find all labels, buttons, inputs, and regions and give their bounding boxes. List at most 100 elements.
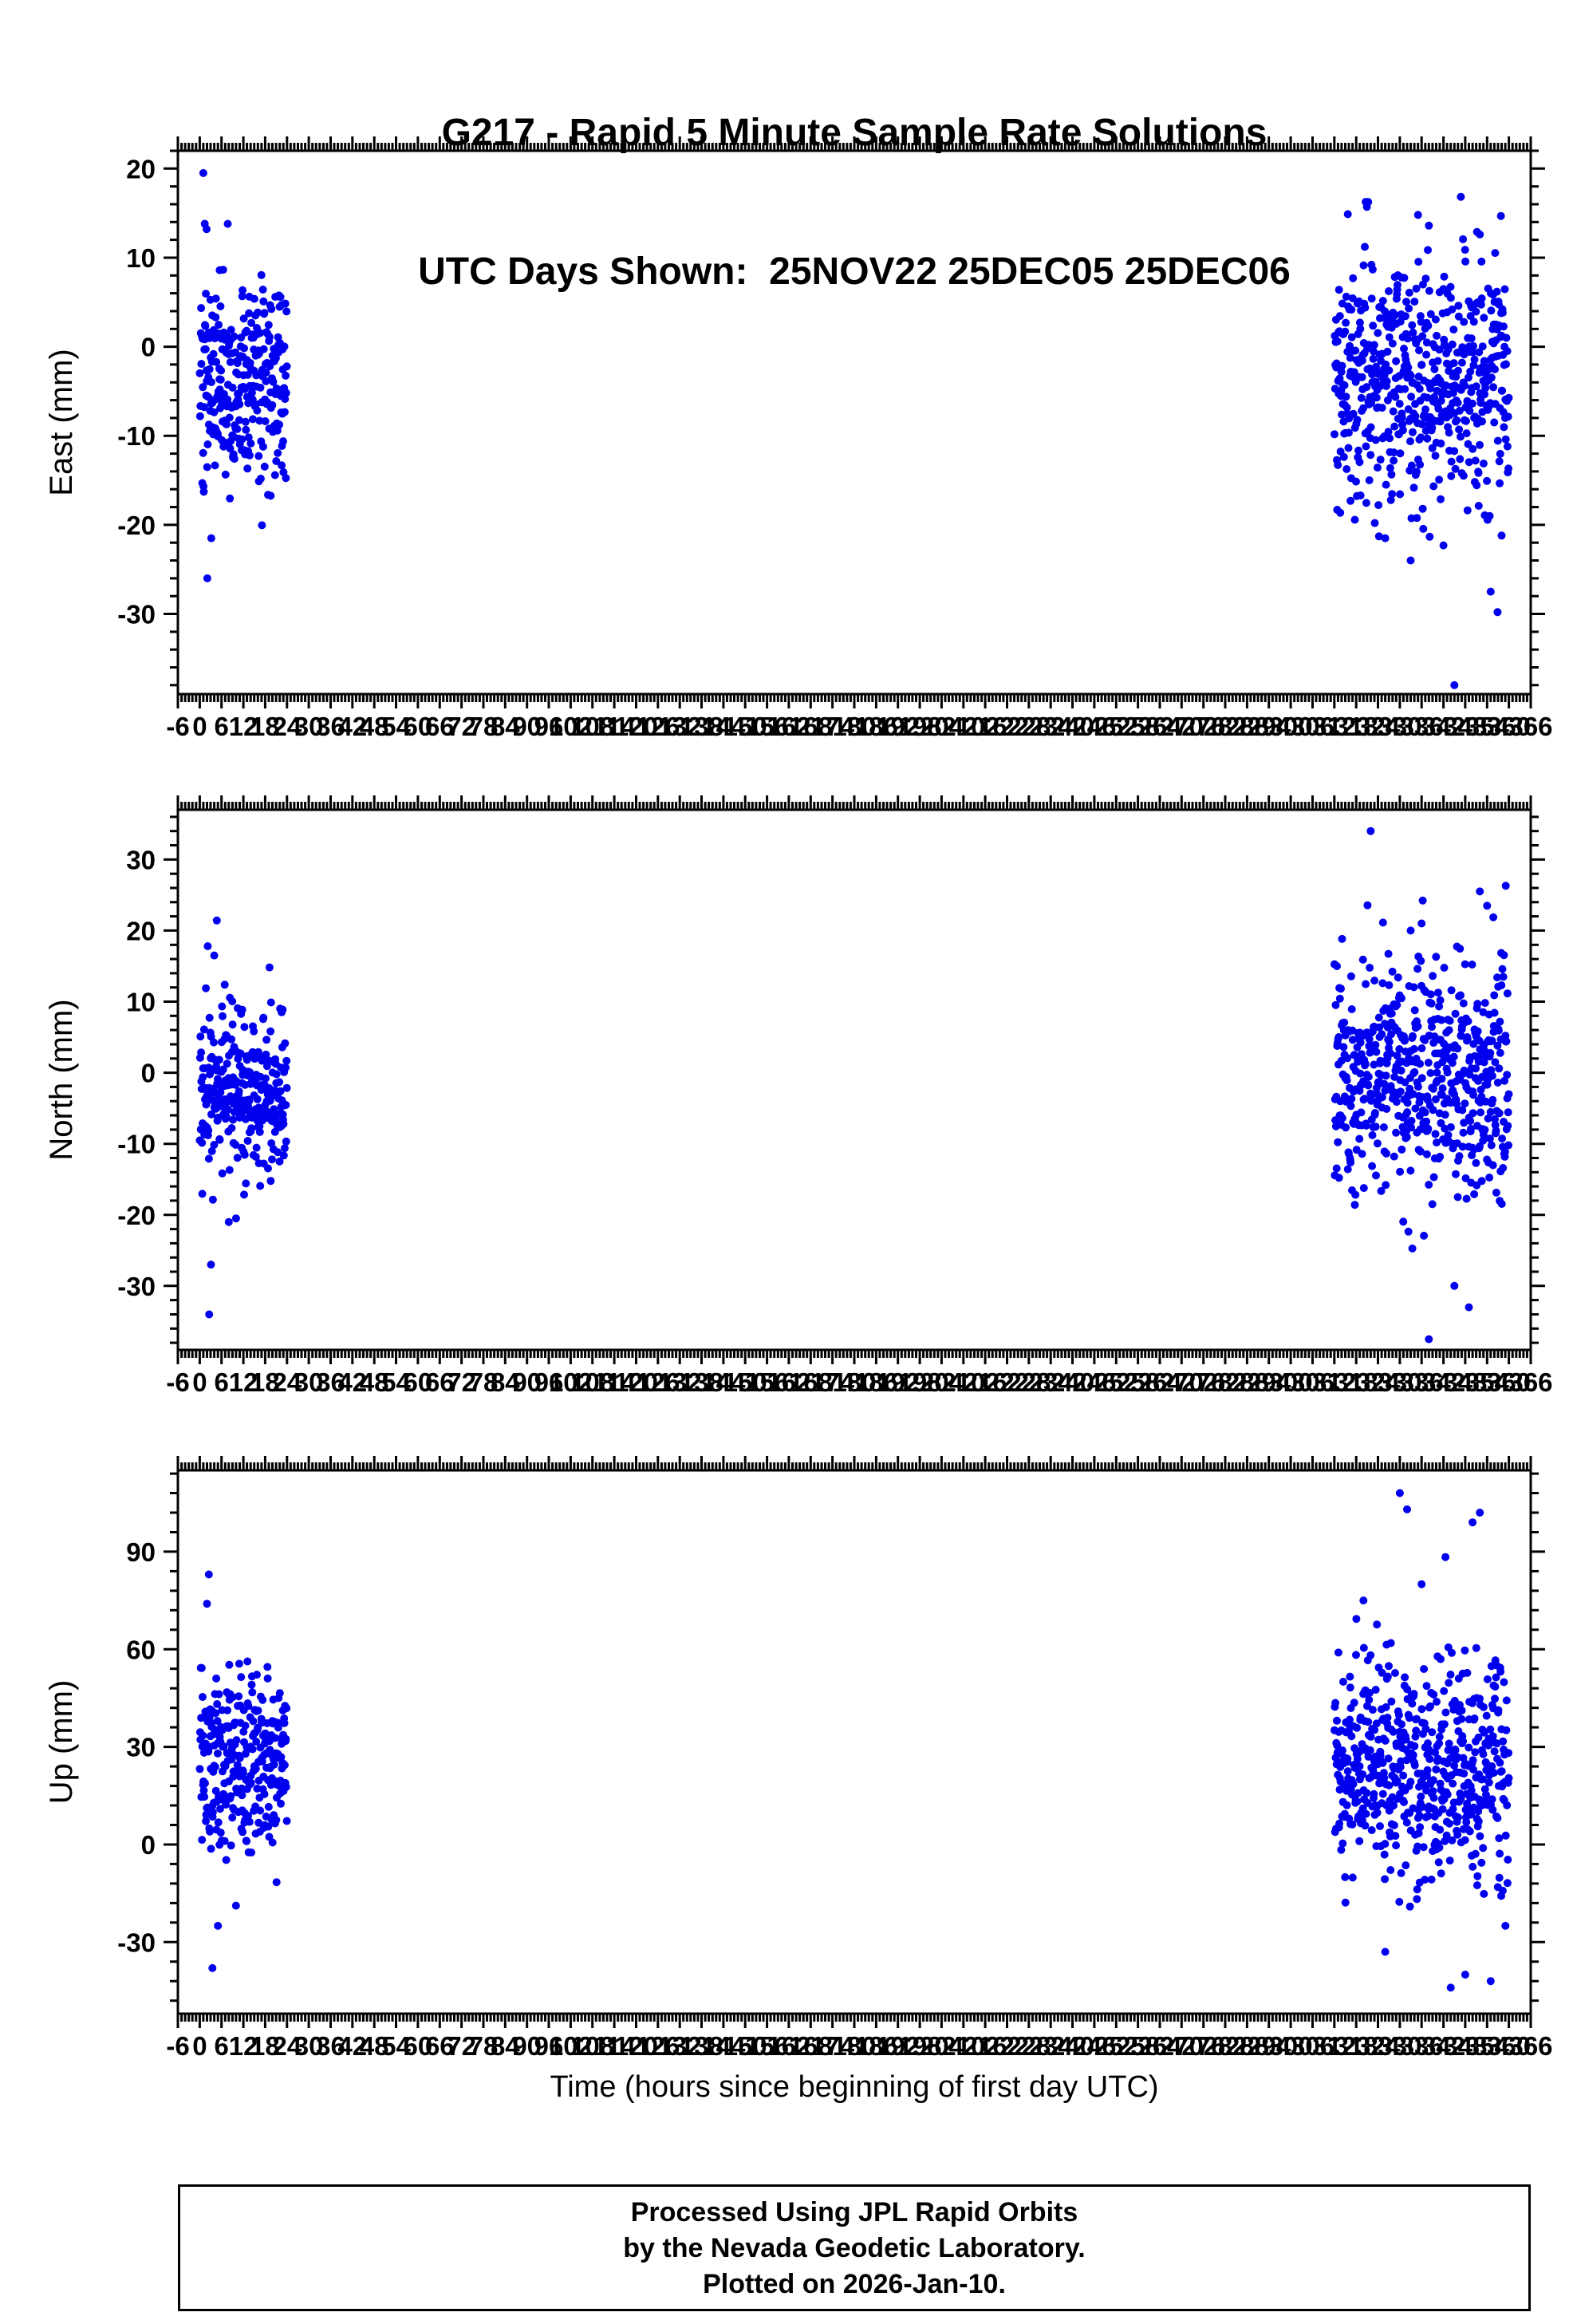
svg-text:12: 12 [229, 712, 258, 741]
svg-text:258: 258 [1116, 712, 1160, 741]
svg-text:108: 108 [570, 2031, 614, 2061]
svg-text:-10: -10 [117, 1130, 156, 1159]
svg-text:300: 300 [1269, 1367, 1313, 1397]
svg-text:20: 20 [126, 916, 156, 945]
svg-text:228: 228 [1007, 2031, 1051, 2061]
svg-text:30: 30 [126, 1733, 156, 1762]
svg-text:66: 66 [425, 712, 455, 741]
svg-text:348: 348 [1443, 2031, 1487, 2061]
svg-text:102: 102 [549, 2031, 593, 2061]
svg-text:240: 240 [1051, 1367, 1094, 1397]
svg-text:0: 0 [192, 712, 207, 741]
svg-text:Up (mm): Up (mm) [44, 1680, 79, 1805]
svg-text:114: 114 [593, 712, 636, 741]
svg-text:108: 108 [570, 1367, 614, 1397]
svg-text:186: 186 [854, 2031, 898, 2061]
svg-text:348: 348 [1443, 1367, 1487, 1397]
svg-text:210: 210 [941, 2031, 985, 2061]
svg-text:-6: -6 [166, 2031, 189, 2061]
svg-text:30: 30 [294, 2031, 324, 2061]
svg-text:312: 312 [1312, 712, 1356, 741]
svg-text:0: 0 [141, 1059, 156, 1088]
svg-text:264: 264 [1137, 712, 1182, 741]
svg-text:10: 10 [126, 988, 156, 1017]
svg-text:324: 324 [1356, 1367, 1401, 1397]
svg-text:336: 336 [1400, 712, 1444, 741]
svg-text:54: 54 [381, 712, 411, 741]
chart-title-line2: UTC Days Shown: 25NOV22 25DEC05 25DEC06 [418, 251, 1291, 293]
svg-text:186: 186 [854, 712, 898, 741]
svg-text:318: 318 [1334, 1367, 1378, 1397]
svg-text:24: 24 [272, 2031, 302, 2061]
svg-text:6: 6 [215, 2031, 229, 2061]
svg-text:348: 348 [1443, 712, 1487, 741]
svg-text:198: 198 [898, 712, 942, 741]
svg-text:210: 210 [941, 712, 985, 741]
svg-text:168: 168 [789, 712, 833, 741]
svg-text:312: 312 [1312, 2031, 1356, 2061]
panel-north: -6 0 6 12 18 24 30 36 42 48 54 60 66 72 78 84 90 96 102 108… [0, 774, 1573, 1430]
svg-text:276: 276 [1181, 2031, 1225, 2061]
svg-text:210: 210 [941, 1367, 985, 1397]
svg-text:162: 162 [767, 1367, 810, 1397]
footer-line-3: Plotted on 2026-Jan-10. [703, 2269, 1006, 2299]
svg-text:90: 90 [512, 1367, 542, 1397]
svg-text:204: 204 [920, 712, 964, 741]
svg-text:150: 150 [723, 712, 767, 741]
svg-text:204: 204 [920, 2031, 964, 2061]
svg-text:360: 360 [1487, 1367, 1531, 1397]
svg-text:222: 222 [985, 2031, 1029, 2061]
svg-text:234: 234 [1029, 712, 1074, 741]
svg-text:-30: -30 [117, 1927, 156, 1957]
svg-text:276: 276 [1181, 712, 1225, 741]
svg-text:330: 330 [1378, 712, 1421, 741]
svg-text:234: 234 [1029, 2031, 1074, 2061]
svg-text:96: 96 [534, 1367, 564, 1397]
svg-text:336: 336 [1400, 2031, 1444, 2061]
svg-text:132: 132 [658, 2031, 702, 2061]
svg-text:234: 234 [1029, 1367, 1074, 1397]
svg-text:36: 36 [316, 712, 345, 741]
svg-text:216: 216 [964, 712, 1007, 741]
svg-text:48: 48 [360, 1367, 389, 1397]
svg-text:12: 12 [229, 2031, 258, 2061]
svg-text:222: 222 [985, 1367, 1029, 1397]
svg-text:30: 30 [294, 712, 324, 741]
svg-text:78: 78 [469, 1367, 499, 1397]
svg-text:264: 264 [1137, 2031, 1182, 2061]
svg-text:156: 156 [745, 712, 789, 741]
svg-text:252: 252 [1094, 712, 1138, 741]
svg-text:30: 30 [126, 845, 156, 874]
svg-text:20: 20 [126, 154, 156, 183]
svg-text:18: 18 [250, 1367, 280, 1397]
svg-text:102: 102 [549, 712, 593, 741]
svg-text:324: 324 [1356, 2031, 1401, 2061]
svg-text:192: 192 [876, 2031, 920, 2061]
svg-text:12: 12 [229, 1367, 258, 1397]
svg-text:126: 126 [636, 1367, 680, 1397]
panel-east: -6 0 6 12 18 24 30 36 42 48 54 60 66 72 78 84 90 96 102 108… [0, 115, 1573, 774]
svg-text:6: 6 [215, 712, 229, 741]
svg-text:54: 54 [381, 2031, 411, 2061]
svg-text:204: 204 [920, 1367, 964, 1397]
svg-text:138: 138 [680, 1367, 723, 1397]
svg-text:228: 228 [1007, 1367, 1051, 1397]
svg-text:18: 18 [250, 2031, 280, 2061]
svg-text:150: 150 [723, 1367, 767, 1397]
svg-text:30: 30 [294, 1367, 324, 1397]
svg-text:-30: -30 [117, 1272, 156, 1301]
svg-text:252: 252 [1094, 2031, 1138, 2061]
svg-text:72: 72 [447, 2031, 476, 2061]
svg-text:360: 360 [1487, 2031, 1531, 2061]
svg-text:6: 6 [215, 1367, 229, 1397]
svg-text:354: 354 [1465, 712, 1510, 741]
svg-text:18: 18 [250, 712, 280, 741]
up-scatter-plot: -6 0 6 121824303642485460667278849096102108… [44, 1456, 1553, 2061]
svg-text:60: 60 [126, 1635, 156, 1664]
svg-text:114: 114 [593, 1367, 636, 1397]
svg-text:10: 10 [126, 243, 156, 273]
svg-text:42: 42 [337, 712, 367, 741]
svg-text:324: 324 [1356, 712, 1401, 741]
svg-text:90: 90 [512, 2031, 542, 2061]
